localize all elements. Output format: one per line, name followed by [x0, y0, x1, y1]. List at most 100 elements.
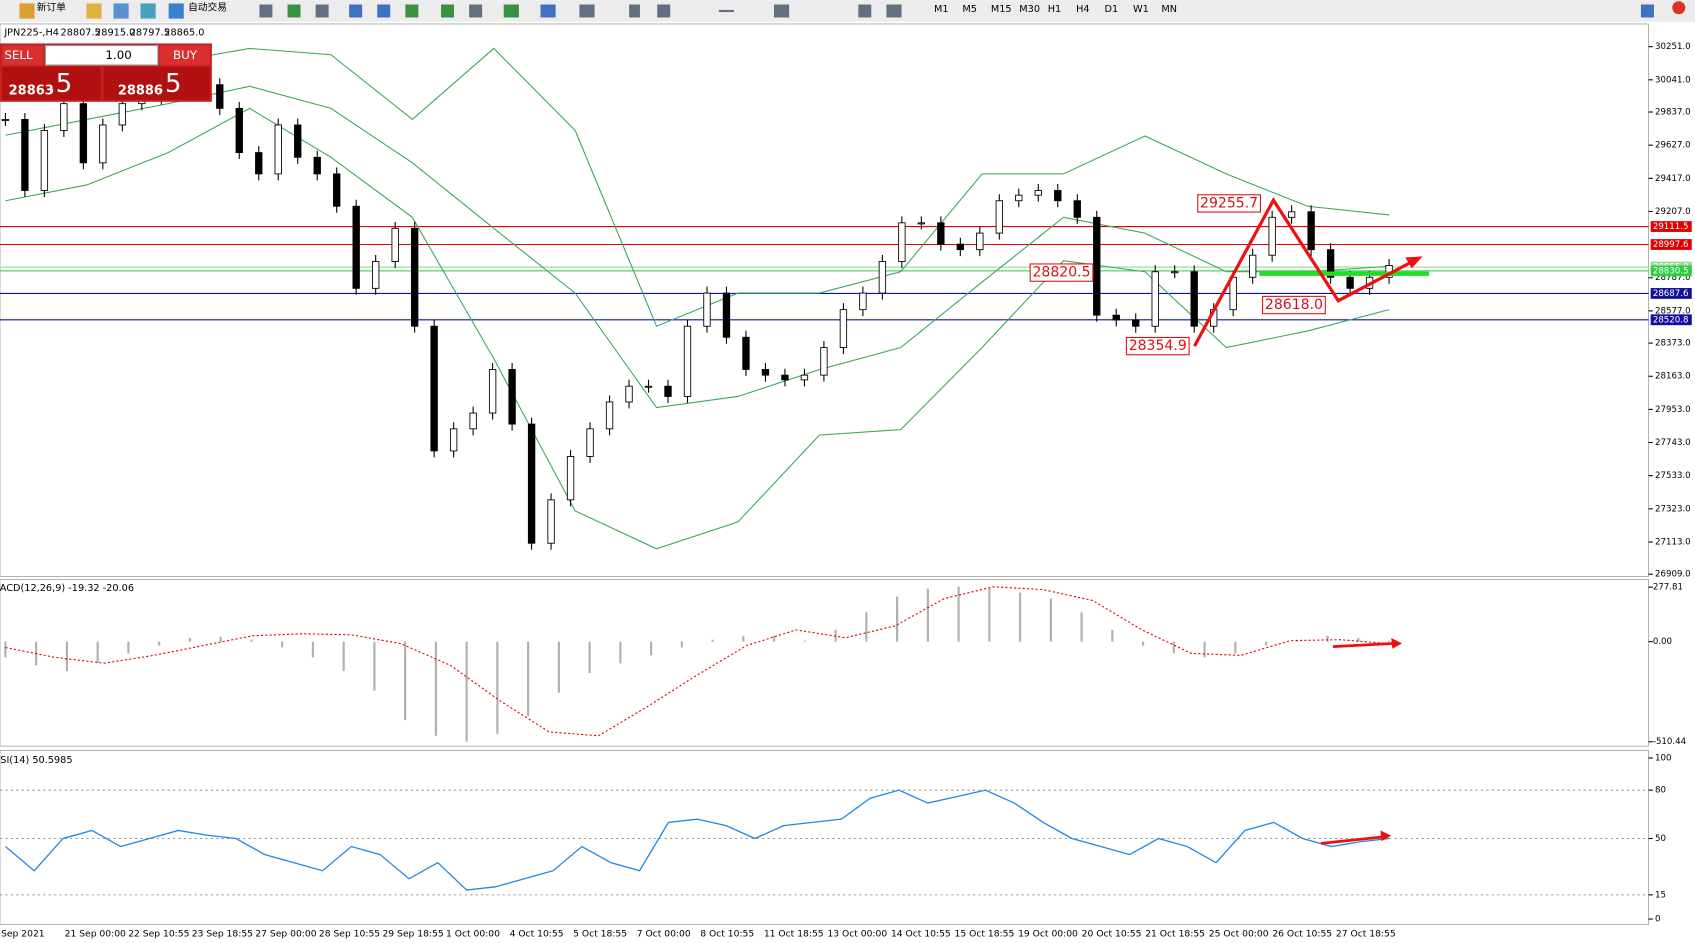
icon[interactable]	[377, 4, 391, 18]
buy-label[interactable]: BUY	[173, 48, 198, 62]
timeframe-button[interactable]: H4	[1076, 4, 1090, 15]
y-tick-label: 100	[1655, 753, 1671, 763]
level-label: 28687.6	[1653, 289, 1689, 299]
icon[interactable]	[886, 4, 902, 18]
y-tick-label: 15	[1655, 890, 1666, 900]
icon[interactable]	[503, 4, 519, 18]
lot-input[interactable]	[44, 45, 159, 66]
icon[interactable]	[657, 4, 671, 18]
timeframe-button[interactable]: D1	[1105, 4, 1119, 15]
candle	[430, 325, 438, 452]
icon[interactable]	[858, 4, 872, 18]
icon[interactable]	[579, 4, 595, 18]
icon[interactable]	[629, 4, 640, 18]
icon[interactable]	[441, 4, 455, 18]
y-tick-label: 27113.0	[1655, 537, 1691, 547]
trade-panel: SELL 1.00 BUY 28863 .5 28886 .5	[0, 43, 212, 102]
sell-label[interactable]: SELL	[4, 48, 33, 62]
tool-icons	[259, 1, 1686, 18]
zigzag[interactable]	[1193, 196, 1417, 347]
x-tick-label: 26 Oct 10:55	[1272, 929, 1332, 940]
y-tick-label: -510.44	[1653, 737, 1686, 747]
y-tick-label: 27953.0	[1655, 405, 1691, 415]
icon[interactable]	[1672, 1, 1686, 15]
y-tick-label: 30041.0	[1655, 75, 1691, 85]
level-label: 28830.5	[1653, 266, 1689, 276]
x-tick-label: Sep 2021	[1, 929, 45, 940]
level-label: 28520.8	[1653, 315, 1689, 325]
buy-price-box[interactable]	[103, 67, 210, 100]
candle	[60, 103, 68, 131]
icon[interactable]	[168, 3, 184, 19]
icon[interactable]	[405, 4, 419, 18]
candle	[742, 336, 750, 370]
x-tick-label: 22 Sep 10:55	[128, 929, 189, 940]
lot-value[interactable]: 1.00	[105, 48, 131, 62]
candle	[839, 309, 848, 348]
icon[interactable]	[19, 3, 35, 19]
candle	[1054, 190, 1062, 202]
annotation: 28820.5	[1032, 265, 1090, 281]
auto-trading[interactable]: 自动交易	[188, 1, 227, 14]
bollinger-upper	[5, 47, 1390, 327]
candle	[1326, 249, 1335, 278]
quote-value: 28797.5	[130, 28, 170, 39]
candle	[664, 385, 672, 397]
level-tag	[1650, 288, 1692, 299]
timeframe-button[interactable]: MN	[1161, 4, 1177, 15]
icon[interactable]	[540, 4, 556, 18]
icon[interactable]	[718, 9, 734, 13]
timeframe-button[interactable]: W1	[1133, 4, 1149, 15]
candle	[722, 292, 731, 338]
candle	[294, 124, 302, 158]
candle	[1112, 314, 1120, 321]
annotation: 28618.0	[1265, 297, 1323, 313]
arrow-head	[1405, 256, 1423, 269]
icon[interactable]	[140, 3, 156, 19]
timeframe-button[interactable]: M15	[991, 4, 1012, 15]
candle	[1268, 216, 1276, 256]
icon[interactable]	[287, 4, 301, 18]
icon[interactable]	[469, 4, 483, 18]
x-tick-label: 21 Oct 18:55	[1145, 929, 1205, 940]
annotation-box	[1197, 194, 1261, 213]
x-tick-label: 25 Oct 00:00	[1209, 929, 1269, 940]
level-label: 28997.6	[1653, 240, 1689, 250]
icon[interactable]	[259, 4, 273, 18]
icon[interactable]	[113, 3, 129, 19]
icon[interactable]	[349, 4, 363, 18]
candle	[917, 222, 926, 225]
candle	[333, 173, 341, 207]
macd-arrow[interactable]	[1332, 642, 1395, 648]
icon[interactable]	[773, 4, 790, 18]
timeframe-button[interactable]: M5	[962, 4, 977, 15]
level-tag	[1650, 265, 1692, 277]
rsi-arrow[interactable]	[1320, 835, 1384, 845]
timeframe-button[interactable]: M1	[934, 4, 949, 15]
buy-button[interactable]	[159, 45, 210, 66]
candle	[625, 385, 633, 403]
candle	[1034, 190, 1042, 196]
y-tick-label: 29837.0	[1655, 108, 1691, 118]
rsi-panel	[0, 750, 1649, 925]
candle	[274, 124, 282, 175]
indicator-title: RSI(14) 50.5985	[0, 755, 73, 766]
icon[interactable]	[315, 4, 329, 18]
new-order[interactable]: 新订单	[37, 1, 66, 14]
timeframe-button[interactable]: H1	[1048, 4, 1062, 15]
candle	[527, 423, 536, 544]
icon[interactable]	[86, 3, 102, 19]
sell-price-box[interactable]	[2, 67, 101, 100]
candle	[99, 124, 107, 164]
sell-button[interactable]	[2, 45, 44, 66]
timeframe-button[interactable]: M30	[1019, 4, 1040, 15]
candle	[79, 103, 88, 164]
icon[interactable]	[1640, 4, 1654, 18]
candle	[586, 428, 594, 457]
candle	[683, 325, 692, 397]
y-tick-label: 30251.0	[1655, 42, 1691, 52]
candle	[1, 119, 10, 121]
candle	[566, 456, 575, 501]
